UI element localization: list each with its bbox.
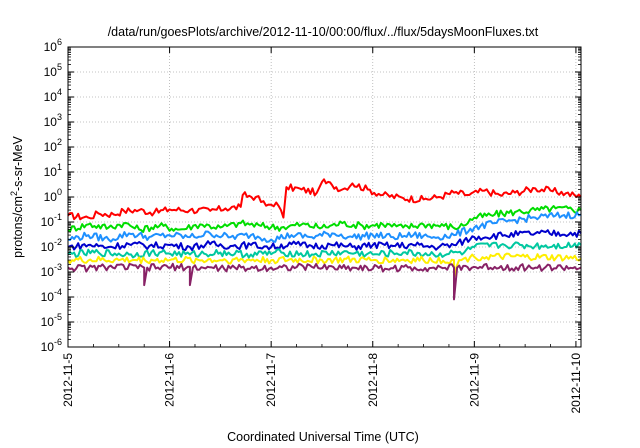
- y-tick-label-exponent: 6: [57, 37, 62, 47]
- y-tick-label: 10-5: [41, 312, 62, 329]
- y-tick-label-base: 10: [41, 265, 55, 279]
- series-group: [67, 178, 582, 301]
- y-axis-title-tail: -s-sr-MeV: [11, 135, 25, 191]
- x-axis-title: Coordinated Universal Time (UTC): [227, 430, 419, 444]
- series-line: [67, 205, 582, 233]
- y-tick-label-base: 10: [44, 40, 58, 54]
- y-tick-label-exponent: 0: [57, 187, 62, 197]
- y-tick-label-exponent: 2: [57, 137, 62, 147]
- series-line: [67, 211, 582, 243]
- y-tick-label-exponent: -2: [54, 237, 62, 247]
- y-tick-label-exponent: -4: [54, 287, 62, 297]
- y-axis-title-base: protons/cm: [11, 196, 25, 258]
- y-tick-label: 106: [44, 37, 62, 54]
- x-tick-label: 2012-11-7: [264, 353, 278, 407]
- x-tick-label: 2012-11-9: [467, 353, 481, 407]
- y-tick-label-base: 10: [41, 240, 55, 254]
- y-tick-label: 105: [44, 62, 62, 79]
- y-tick-label: 100: [44, 187, 62, 204]
- y-tick-label-exponent: 4: [57, 87, 62, 97]
- y-tick-label-exponent: -6: [54, 337, 62, 347]
- y-tick-label-base: 10: [44, 165, 58, 179]
- y-tick-label: 102: [44, 137, 62, 154]
- y-tick-label: 10-2: [41, 237, 62, 254]
- x-tick-label: 2012-11-10: [569, 353, 583, 414]
- y-tick-label-exponent: 3: [57, 112, 62, 122]
- x-tick-label: 2012-11-5: [61, 353, 75, 407]
- y-tick-label-base: 10: [44, 115, 58, 129]
- y-tick-label-exponent: -1: [54, 212, 62, 222]
- y-tick-label-base: 10: [41, 215, 55, 229]
- y-axis-title-sup: 2: [9, 191, 19, 196]
- y-tick-label-base: 10: [41, 315, 55, 329]
- y-tick-label: 10-3: [41, 262, 62, 279]
- y-tick-label-exponent: -3: [54, 262, 62, 272]
- chart-title: /data/run/goesPlots/archive/2012-11-10/0…: [108, 25, 539, 39]
- y-tick-label-base: 10: [44, 65, 58, 79]
- y-tick-label-base: 10: [44, 90, 58, 104]
- y-tick-label-exponent: -5: [54, 312, 62, 322]
- series-line: [67, 252, 582, 279]
- y-tick-label-base: 10: [44, 190, 58, 204]
- y-tick-label-base: 10: [41, 340, 55, 354]
- y-tick-label-base: 10: [41, 290, 55, 304]
- x-tick-label: 2012-11-8: [366, 353, 380, 407]
- series-line: [67, 178, 582, 221]
- y-tick-label: 10-4: [41, 287, 62, 304]
- y-tick-label-exponent: 1: [57, 162, 62, 172]
- y-tick-label: 10-1: [41, 212, 62, 229]
- y-tick-label: 101: [44, 162, 62, 179]
- y-tick-label-exponent: 5: [57, 62, 62, 72]
- x-axis: 2012-11-5 2012-11-6 2012-11-7 2012-11-8 2012…: [61, 47, 583, 414]
- y-tick-label-base: 10: [44, 140, 58, 154]
- series-line: [67, 241, 582, 259]
- y-tick-label: 10-6: [41, 337, 62, 354]
- y-tick-label: 103: [44, 112, 62, 129]
- y-tick-label: 104: [44, 87, 62, 104]
- series-line: [67, 229, 582, 252]
- y-axis-title: protons/cm2-s-sr-MeV: [9, 135, 25, 257]
- y-axis: 10-610-510-410-310-210-11001011021031041…: [41, 37, 581, 354]
- series-line: [67, 262, 582, 301]
- x-tick-label: 2012-11-6: [163, 353, 177, 407]
